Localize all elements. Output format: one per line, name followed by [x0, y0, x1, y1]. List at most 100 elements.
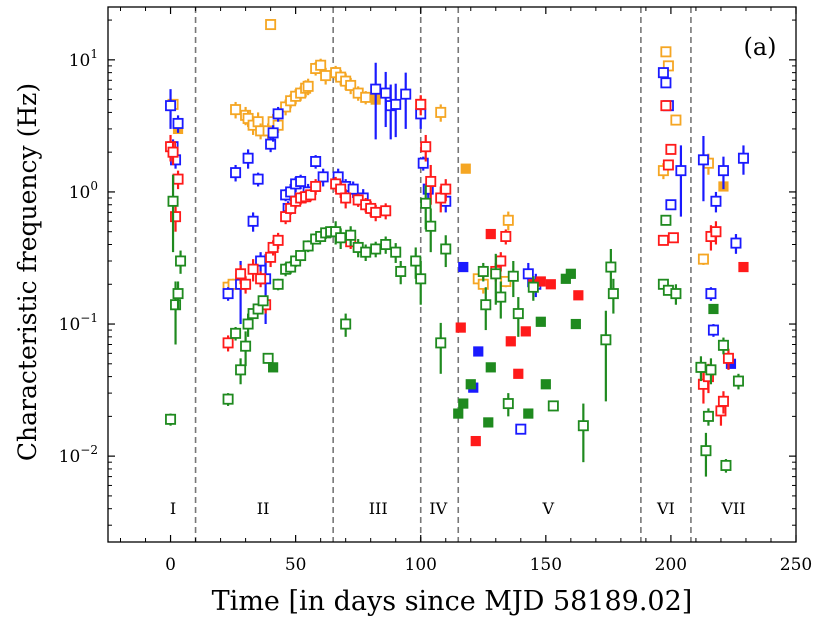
red-point-open [665, 143, 677, 155]
phase-label: I [170, 499, 176, 518]
orange-point-open [360, 91, 372, 103]
green-point-open [415, 273, 427, 285]
orange-point-filled [460, 163, 471, 174]
green-point-open [257, 295, 269, 307]
red-point-open [722, 352, 734, 364]
green-point-open [547, 400, 559, 412]
y-tick-label: 101 [69, 47, 98, 71]
blue-point-open [657, 67, 669, 79]
red-point-open [167, 146, 179, 158]
blue-point-open [737, 152, 749, 164]
green-point-filled [453, 408, 464, 419]
green-point-open [490, 268, 502, 280]
green-point-open [235, 364, 247, 376]
red-point-open [435, 192, 447, 204]
blue-point-open [172, 117, 184, 129]
orange-point-open [345, 79, 357, 91]
blue-point-open [515, 423, 527, 435]
green-point-open [360, 246, 372, 258]
blue-point-open [242, 152, 254, 164]
green-point-open [425, 220, 437, 232]
orange-point-open [320, 70, 332, 82]
blue-point-open [222, 288, 234, 300]
blue-point-open [707, 324, 719, 336]
blue-point-open [295, 175, 307, 187]
green-point-open [660, 214, 672, 226]
x-tick-label: 150 [530, 555, 562, 575]
red-point-open [500, 230, 512, 242]
green-point-open [340, 318, 352, 330]
green-point-open [167, 195, 179, 207]
green-point-open [512, 308, 524, 320]
green-point-filled [458, 398, 469, 409]
blue-point-open [317, 171, 329, 183]
green-point-open [172, 288, 184, 300]
green-point-open [477, 265, 489, 277]
green-point-open [435, 337, 447, 349]
green-point-open [410, 255, 422, 267]
green-point-open [720, 459, 732, 471]
blue-point-open [697, 154, 709, 166]
green-point-open [502, 398, 514, 410]
data-points [165, 19, 749, 477]
green-point-open [480, 299, 492, 311]
red-point-open [172, 173, 184, 185]
blue-point-filled [473, 346, 484, 357]
red-point-open [272, 234, 284, 246]
green-point-open [240, 340, 252, 352]
y-axis-label: Characteristic frequency (Hz) [13, 83, 42, 461]
red-point-open [310, 180, 322, 192]
green-point-open [272, 278, 284, 290]
blue-point-open [265, 138, 277, 150]
red-point-open [255, 273, 267, 285]
red-point-filled [505, 336, 516, 347]
green-point-filled [465, 379, 476, 390]
orange-point-open [315, 59, 327, 71]
green-point-open [607, 288, 619, 300]
green-point-open [732, 375, 744, 387]
red-point-open [420, 141, 432, 153]
blue-point-open [730, 237, 742, 249]
y-tick-label: 10−1 [59, 311, 98, 335]
green-point-open [600, 334, 612, 346]
orange-point-open [265, 19, 277, 31]
red-point-filled [520, 326, 531, 337]
red-point-open [660, 100, 672, 112]
x-axis-label: Time [in days since MJD 58189.02] [212, 586, 693, 617]
phase-label: III [369, 499, 388, 518]
x-tick-label: 100 [405, 555, 437, 575]
red-point-open [662, 159, 674, 171]
blue-point-open [400, 88, 412, 100]
green-point-open [440, 243, 452, 255]
blue-point-open [252, 173, 264, 185]
blue-point-filled [458, 261, 469, 273]
green-point-open [335, 232, 347, 244]
green-point-open [527, 281, 539, 293]
green-point-open [370, 243, 382, 255]
green-point-open [695, 361, 707, 373]
red-point-open [425, 175, 437, 187]
green-point-filled [708, 303, 719, 315]
red-point-open [657, 234, 669, 246]
green-point-filled [523, 408, 534, 419]
red-point-open [415, 98, 427, 110]
green-point-open [605, 261, 617, 273]
green-point-filled [268, 362, 279, 373]
phase-label: II [257, 499, 270, 518]
x-tick-label: 200 [655, 555, 687, 575]
green-point-open [380, 239, 392, 251]
red-point-filled [573, 290, 584, 301]
plot-frame [107, 6, 797, 543]
green-point-open [165, 413, 177, 425]
orange-point-open [697, 253, 709, 265]
orange-point-open [435, 106, 447, 118]
phase-label: IV [429, 499, 447, 518]
blue-point-open [665, 199, 677, 211]
blue-point-open [272, 108, 284, 120]
red-point-filled [513, 368, 524, 379]
red-point-open [335, 183, 347, 195]
orange-point-open [660, 46, 672, 58]
blue-point-open [675, 165, 687, 177]
red-point-open [170, 211, 182, 223]
